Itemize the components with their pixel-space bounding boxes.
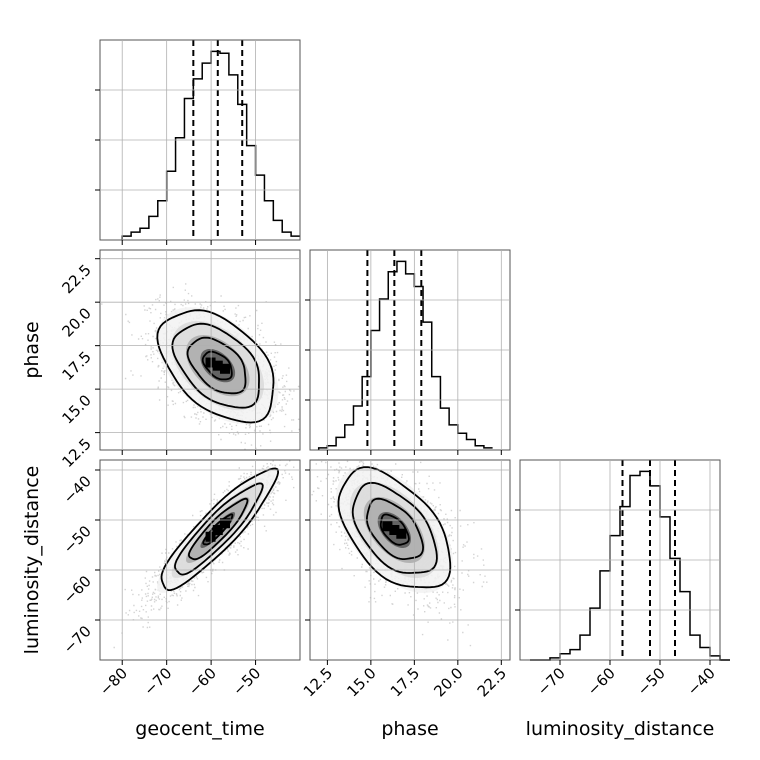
xlabel-luminosity-distance: luminosity_distance bbox=[526, 718, 715, 740]
tick-label: 15.0 bbox=[343, 664, 379, 700]
contour-line bbox=[174, 482, 264, 576]
panel-frame bbox=[309, 459, 511, 661]
contour-line bbox=[337, 466, 452, 589]
y-ticks-luminosity_distance bbox=[305, 469, 510, 621]
tick-label: 12.5 bbox=[300, 664, 336, 700]
contour-line bbox=[156, 309, 275, 424]
hist-grid bbox=[95, 40, 300, 245]
panel-frame bbox=[99, 249, 301, 451]
contour-line bbox=[379, 513, 410, 546]
tick-label: −50 bbox=[229, 664, 264, 699]
tick-label: −60 bbox=[185, 664, 220, 699]
density-peak bbox=[212, 525, 223, 535]
contour-line bbox=[171, 322, 260, 409]
density-peak bbox=[220, 363, 230, 374]
tick-label: −60 bbox=[584, 664, 619, 699]
tick-label: 15.0 bbox=[58, 391, 94, 427]
tick-label: 20.0 bbox=[430, 664, 466, 700]
hist-grid bbox=[515, 460, 720, 665]
contour-line bbox=[365, 497, 425, 560]
ylabel-luminosity-distance: luminosity_distance bbox=[21, 466, 43, 655]
xlabel-geocent-time: geocent_time bbox=[135, 718, 264, 740]
tick-label: 12.5 bbox=[58, 435, 94, 471]
xlabel-phase: phase bbox=[381, 718, 438, 740]
tick-label: 22.5 bbox=[474, 664, 510, 700]
density-peak bbox=[220, 518, 230, 529]
x-ticks-geocent_time bbox=[121, 250, 257, 455]
density-peak bbox=[212, 360, 223, 371]
density-layer bbox=[311, 460, 488, 647]
histogram-step bbox=[530, 470, 730, 661]
contour-line bbox=[186, 336, 247, 395]
panel-frame bbox=[99, 459, 301, 661]
density-panel-geocent_time-luminosity_distance bbox=[99, 459, 301, 661]
ylabel-phase: phase bbox=[21, 321, 43, 378]
tick-label: 22.5 bbox=[58, 261, 94, 297]
density-peak bbox=[205, 531, 216, 542]
contour-line bbox=[187, 497, 249, 561]
tick-label: −70 bbox=[140, 664, 175, 699]
tick-label: −60 bbox=[60, 572, 95, 607]
tick-label: −70 bbox=[534, 664, 569, 699]
tick-label: −70 bbox=[60, 622, 95, 657]
density-panel-geocent_time-phase bbox=[99, 249, 301, 451]
density-peak bbox=[205, 357, 216, 368]
tick-label: 20.0 bbox=[58, 304, 94, 340]
tick-label: −80 bbox=[96, 664, 131, 699]
density-peak bbox=[389, 525, 400, 535]
density-layer bbox=[113, 460, 295, 649]
tick-label: 17.5 bbox=[58, 348, 94, 384]
tick-label: −50 bbox=[634, 664, 669, 699]
tick-label: 17.5 bbox=[387, 664, 423, 700]
density-peak bbox=[382, 521, 393, 532]
tick-label: −40 bbox=[60, 472, 95, 507]
tick-label: −40 bbox=[684, 664, 719, 699]
density-panel-phase-luminosity_distance bbox=[309, 459, 511, 661]
x-tick-labels-luminosity_distance: −70 −60 −50 −40 bbox=[534, 664, 719, 699]
density-layer bbox=[101, 283, 300, 450]
tick-label: −50 bbox=[60, 522, 95, 557]
histogram-step bbox=[317, 260, 493, 450]
hist-grid bbox=[305, 250, 510, 455]
density-peak bbox=[396, 528, 407, 539]
